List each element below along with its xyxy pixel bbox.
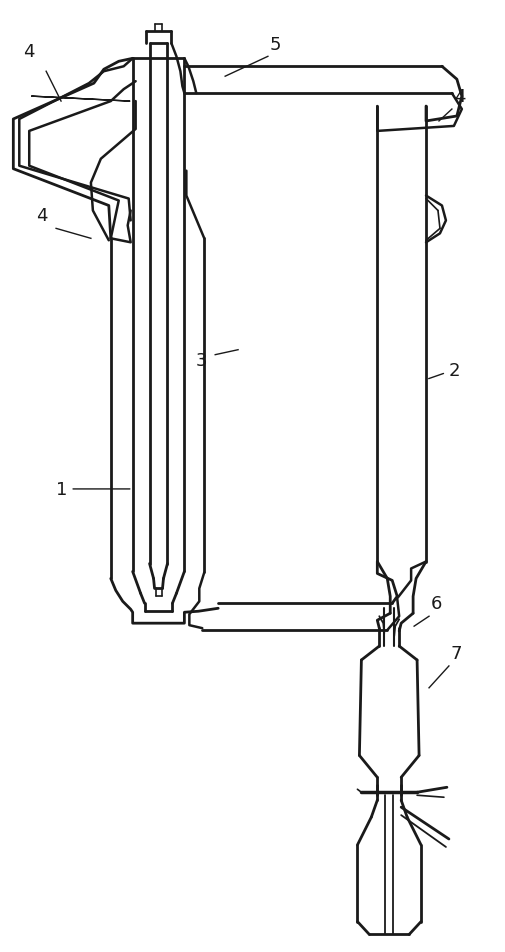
Text: 5: 5 <box>270 36 281 54</box>
Text: 1: 1 <box>56 481 130 499</box>
Text: 3: 3 <box>195 351 207 369</box>
Text: 2: 2 <box>429 361 461 379</box>
Text: 6: 6 <box>431 595 442 613</box>
Text: 7: 7 <box>451 645 463 663</box>
Text: 4: 4 <box>454 88 466 106</box>
Text: 4: 4 <box>23 43 35 61</box>
Text: 4: 4 <box>36 208 47 226</box>
